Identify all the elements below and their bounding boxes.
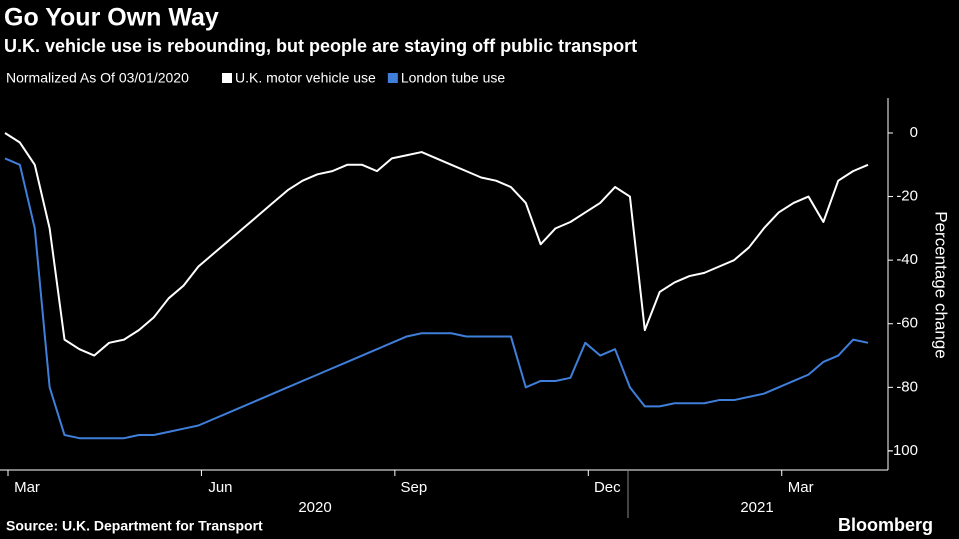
- year-label: 2020: [298, 499, 331, 516]
- series-line: [4, 157, 869, 440]
- y-tick-label: 0: [910, 124, 918, 141]
- y-tick-label: -80: [896, 378, 918, 395]
- x-tick-label: Dec: [594, 479, 621, 496]
- x-tick-label: Mar: [788, 479, 814, 496]
- year-label: 2021: [740, 499, 773, 516]
- brand: Bloomberg: [838, 515, 933, 535]
- legend-label: U.K. motor vehicle use: [235, 70, 376, 86]
- x-tick-label: Jun: [208, 479, 232, 496]
- y-axis-label: Percentage change: [932, 211, 951, 358]
- x-tick-label: Sep: [401, 479, 428, 496]
- y-tick-label: -40: [896, 251, 918, 268]
- legend-swatch: [222, 73, 232, 83]
- legend-title: Normalized As Of 03/01/2020: [6, 70, 189, 86]
- chart-title: Go Your Own Way: [4, 4, 219, 32]
- source: Source: U.K. Department for Transport: [6, 518, 263, 534]
- x-tick-label: Mar: [14, 479, 40, 496]
- series-line: [4, 132, 869, 357]
- legend-label: London tube use: [401, 70, 506, 86]
- legend-swatch: [387, 73, 398, 83]
- chart-subtitle: U.K. vehicle use is rebounding, but peop…: [4, 36, 637, 56]
- y-tick-label: -20: [896, 188, 918, 205]
- y-tick-label: -100: [888, 442, 918, 459]
- y-tick-label: -60: [896, 315, 918, 332]
